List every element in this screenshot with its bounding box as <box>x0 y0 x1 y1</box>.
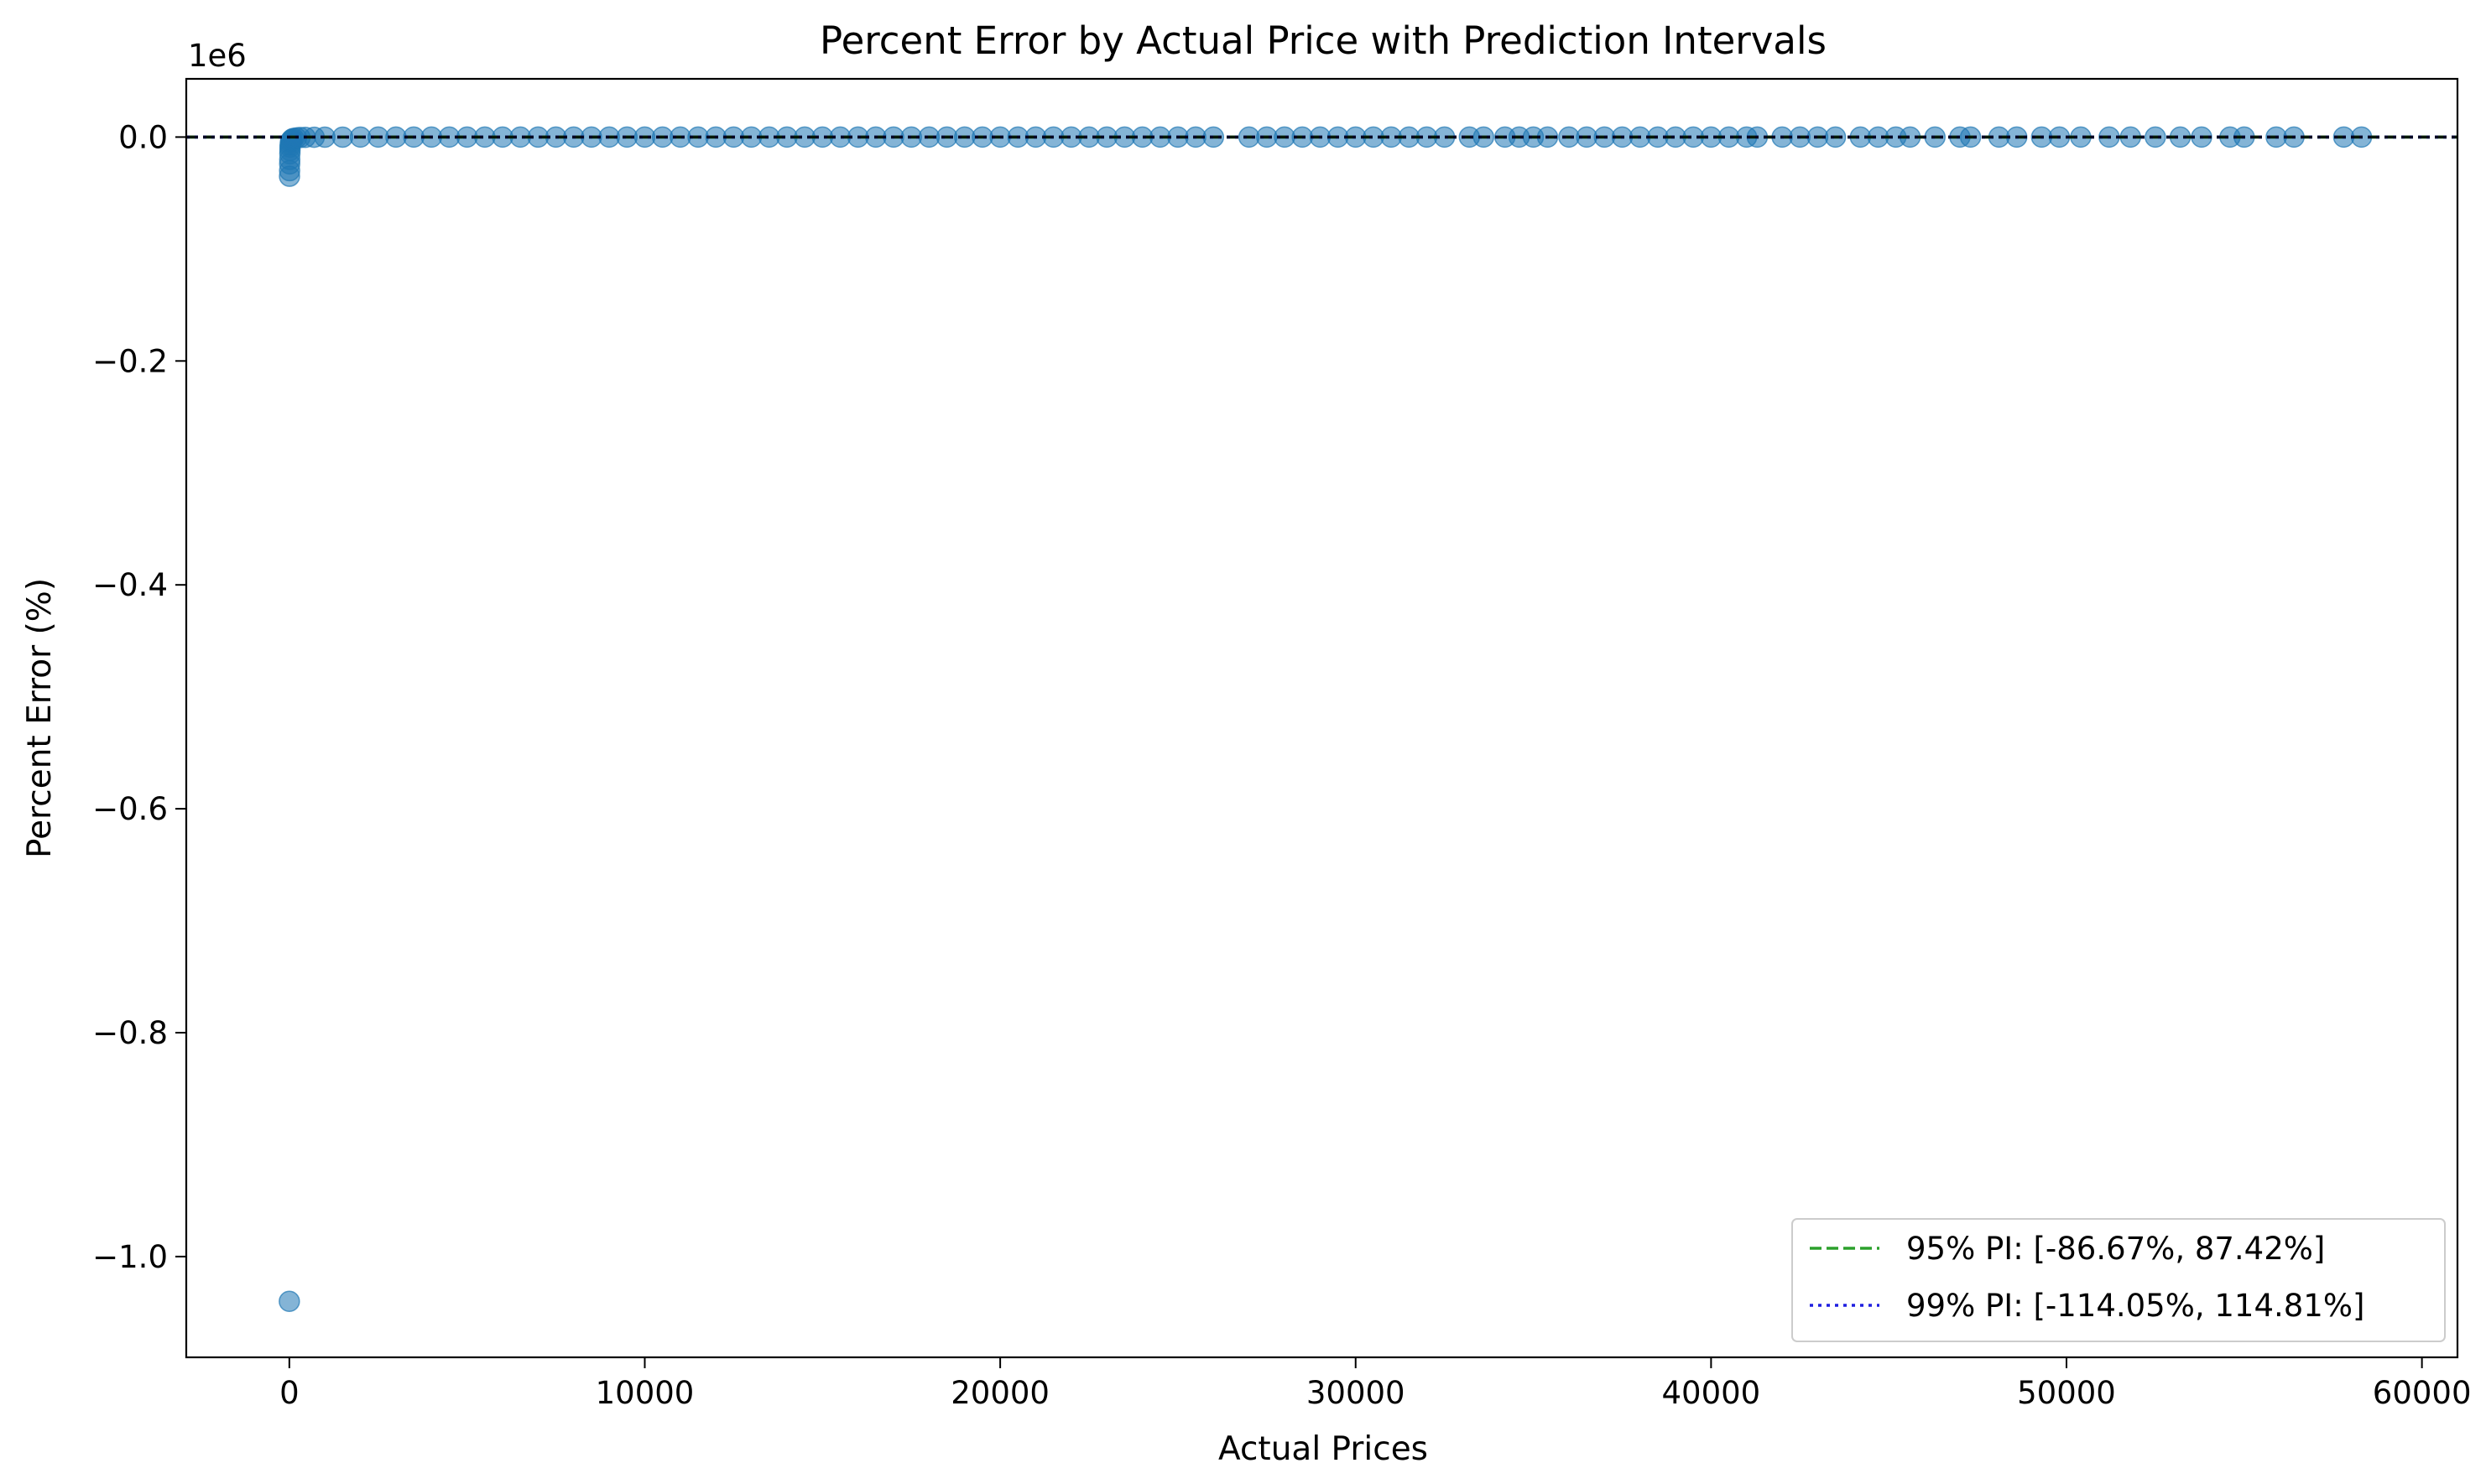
x-tick-label: 20000 <box>951 1375 1050 1411</box>
legend-label-95: 95% PI: [-86.67%, 87.42%] <box>1906 1231 2325 1267</box>
legend-label-99: 99% PI: [-114.05%, 114.81%] <box>1906 1288 2364 1324</box>
scatter-point <box>279 1290 300 1313</box>
y-tick-label: 0.0 <box>118 119 168 155</box>
y-offset-label: 1e6 <box>188 38 247 74</box>
plot-area <box>186 126 2457 1313</box>
plot-frame <box>185 77 2459 1359</box>
x-tick-label: 60000 <box>2373 1375 2472 1411</box>
y-tick-label: −0.2 <box>92 343 168 379</box>
chart-title: Percent Error by Actual Price with Predi… <box>820 18 1827 63</box>
y-axis-ticks: 0.0 −0.2 −0.4 −0.6 −0.8 −1.0 <box>92 119 186 1275</box>
y-tick-label: −1.0 <box>92 1239 168 1275</box>
x-axis-ticks: 0 10000 20000 30000 40000 50000 60000 <box>279 1357 2471 1411</box>
x-tick-label: 30000 <box>1306 1375 1405 1411</box>
y-tick-label: −0.4 <box>92 567 168 603</box>
x-tick-label: 0 <box>279 1375 300 1411</box>
legend: 95% PI: [-86.67%, 87.42%] 99% PI: [-114.… <box>1791 1218 2446 1342</box>
legend-box <box>1791 1218 2446 1342</box>
x-tick-label: 50000 <box>2017 1375 2116 1411</box>
x-tick-label: 10000 <box>596 1375 695 1411</box>
y-axis-label: Percent Error (%) <box>21 578 59 858</box>
y-tick-label: −0.8 <box>92 1015 168 1051</box>
x-axis-label: Actual Prices <box>1218 1430 1428 1468</box>
y-tick-label: −0.6 <box>92 791 168 827</box>
x-tick-label: 40000 <box>1662 1375 1761 1411</box>
